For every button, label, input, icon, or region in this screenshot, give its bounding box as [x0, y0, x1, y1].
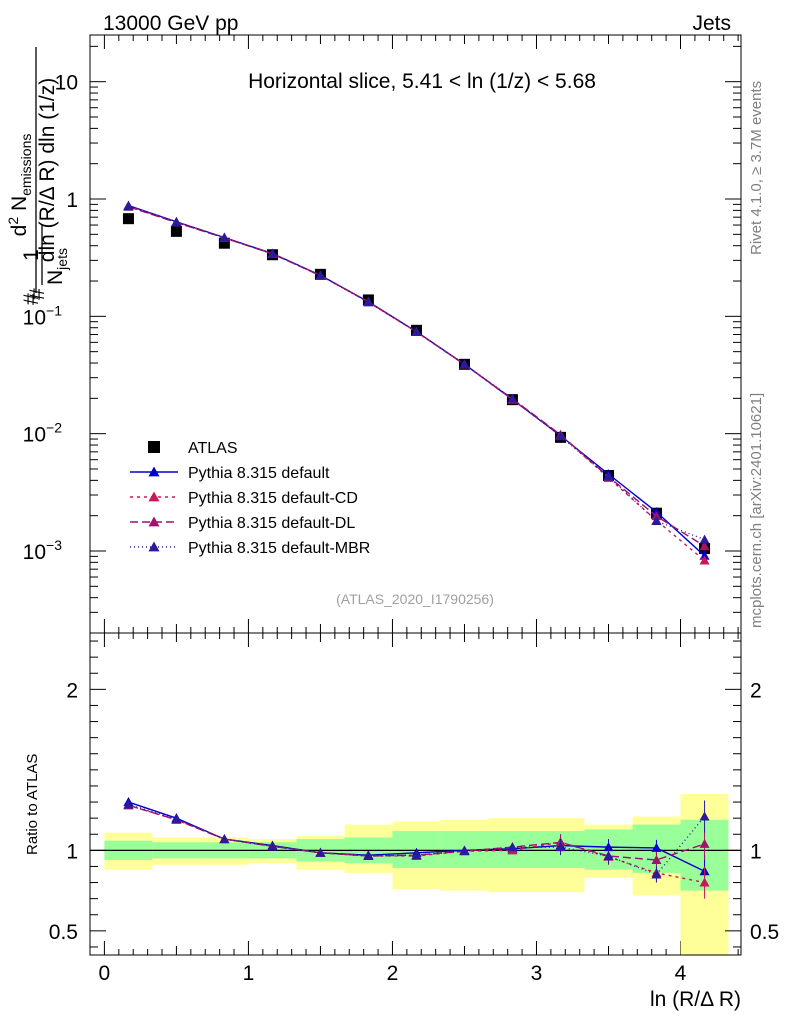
x-tick-label: 4	[675, 962, 687, 985]
ratio-y-tick-label-right: 0.5	[750, 921, 779, 944]
ratio-frame	[89, 632, 742, 956]
ratio-y-tick-label-left: 0.5	[49, 921, 78, 944]
ratio-point-3	[603, 850, 614, 860]
mc-point-2	[699, 555, 710, 565]
main-y-tick-label: 10	[55, 72, 78, 95]
legend-label-3: Pythia 8.315 default-DL	[188, 515, 355, 532]
ratio-point-0	[651, 842, 662, 852]
ratio-y-tick-label-left: 2	[66, 679, 78, 702]
mc-point-4	[315, 270, 326, 280]
y-title-hash-1: #	[26, 288, 49, 300]
ratio-point-3	[555, 842, 566, 852]
ratio-y-title: Ratio to ATLAS	[24, 754, 41, 855]
watermark-label: (ATLAS_2020_I1790256)	[336, 591, 494, 607]
ratio-point-3	[699, 811, 710, 821]
main-y-tick-exponent: −1	[46, 302, 62, 318]
legend-marker-4	[148, 541, 160, 552]
main-y-tick-label: 10−1	[23, 302, 63, 329]
mc-point-4	[267, 248, 278, 258]
y-title-numerator: d2 Nemissions	[5, 134, 34, 237]
ratio-point-2	[651, 855, 662, 865]
legend-marker-3	[148, 516, 160, 527]
ratio-point-3	[267, 841, 278, 851]
ratio-point-3	[219, 834, 230, 844]
mc-point-4	[219, 232, 230, 242]
ratio-y-tick-label-right: 1	[750, 840, 762, 863]
ratio-point-3	[459, 846, 470, 856]
ratio-point-0	[603, 842, 614, 852]
legend-label-1: Pythia 8.315 default	[188, 465, 330, 482]
x-axis-title: ln (R/Δ R)	[650, 988, 741, 1011]
ratio-point-2	[699, 838, 710, 848]
main-title: Horizontal slice, 5.41 < ln (1/z) < 5.68	[248, 70, 596, 93]
mc-point-4	[363, 297, 374, 307]
mc-line-2	[128, 205, 706, 562]
legend-label-2: Pythia 8.315 default-CD	[188, 490, 358, 507]
atlas-data-point	[122, 213, 134, 225]
main-y-tick-label: 10−2	[23, 420, 63, 447]
ratio-plot-area: 0.5 0.5 1 1 2 2 0 1 2 3 4	[49, 633, 779, 985]
mc-point-3	[651, 511, 662, 521]
mc-point-4	[171, 217, 182, 227]
mc-point-4	[699, 534, 710, 544]
mc-point-4	[123, 201, 134, 211]
mc-point-3	[699, 541, 710, 551]
mc-point-4	[507, 393, 518, 403]
x-tick-label: 1	[243, 962, 255, 985]
legend-marker-1	[148, 466, 160, 477]
mc-point-4	[651, 516, 662, 526]
legend: ATLAS Pythia 8.315 default Pythia 8.315 de…	[130, 440, 370, 557]
category-label: Jets	[692, 12, 731, 35]
process-label: 13000 GeV pp	[103, 12, 238, 35]
ratio-point-3	[651, 869, 662, 879]
atlas-data-point	[218, 237, 230, 249]
side-text-rivet: Rivet 4.1.0, ≥ 3.7M events	[748, 81, 765, 255]
x-tick-label: 0	[99, 962, 111, 985]
y-title-one: 1	[20, 249, 43, 261]
ratio-point-3	[507, 842, 518, 852]
ratio-point-1	[699, 877, 710, 887]
main-panel: 10−3 10−2 10−1 1 10 Horizontal slice, 5.41 <…	[23, 34, 742, 634]
x-tick-label: 2	[387, 962, 399, 985]
legend-marker-2	[148, 491, 160, 502]
ratio-point-3	[315, 847, 326, 857]
main-y-tick-exponent: −3	[46, 537, 62, 553]
ratio-panel: 0.5 0.5 1 1 2 2 0 1 2 3 4 Ratio to ATLAS ln (R/Δ R…	[24, 632, 779, 1011]
mc-point-4	[555, 431, 566, 441]
ratio-y-tick-label-left: 1	[66, 840, 78, 863]
y-title-denominator: dln (R/Δ R) dln (1/z)	[36, 78, 59, 262]
x-tick-label: 3	[531, 962, 543, 985]
ratio-point-3	[411, 850, 422, 860]
atlas-data-point	[170, 225, 182, 237]
mc-point-4	[603, 471, 614, 481]
main-y-axis-title: # 1 Njets # d2 Nemissions dln (R/Δ R) dl…	[5, 47, 70, 305]
side-text-mcplots: mcplots.cern.ch [arXiv:2401.10621]	[748, 393, 765, 628]
mc-point-4	[411, 326, 422, 336]
legend-label-0: ATLAS	[188, 440, 238, 457]
main-plot-area: 10−3 10−2 10−1 1 10	[23, 35, 741, 634]
mc-point-4	[459, 359, 470, 369]
main-y-tick-exponent: −2	[46, 420, 62, 436]
legend-marker-atlas	[148, 441, 160, 453]
ratio-point-3	[363, 850, 374, 860]
main-y-tick-label: 1	[66, 189, 78, 212]
ratio-point-3	[123, 799, 134, 809]
main-y-tick-label: 10−3	[23, 537, 63, 564]
legend-label-4: Pythia 8.315 default-MBR	[188, 540, 370, 557]
y-title-hash-2: #	[20, 293, 43, 305]
ratio-y-tick-label-right: 2	[750, 679, 762, 702]
ratio-point-3	[171, 813, 182, 823]
